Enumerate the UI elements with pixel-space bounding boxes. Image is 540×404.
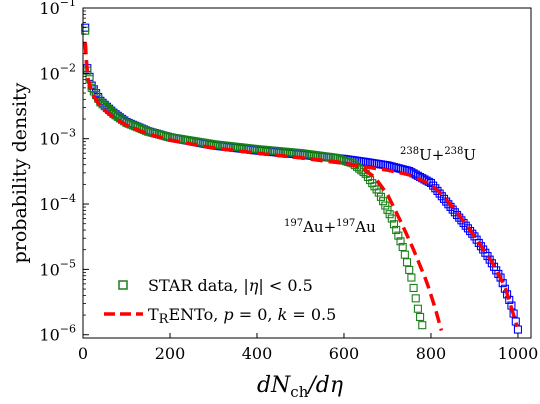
x-tick-label: 1000 xyxy=(498,344,539,363)
trento-line-AuAu xyxy=(83,42,444,331)
data-point xyxy=(413,304,422,313)
data-point xyxy=(400,250,409,259)
legend-marker-square xyxy=(118,280,128,290)
y-tick-label: 10−5 xyxy=(39,257,76,279)
data-point xyxy=(392,225,401,234)
data-point xyxy=(418,321,427,330)
x-tick-label: 400 xyxy=(242,344,273,363)
data-point xyxy=(396,237,405,246)
data-point xyxy=(405,265,414,274)
x-tick-label: 0 xyxy=(78,344,88,363)
data-point xyxy=(463,224,472,233)
legend-label-star: STAR data, |η| < 0.5 xyxy=(148,276,313,295)
data-point xyxy=(409,283,418,292)
y-axis-label: probability density xyxy=(9,82,31,263)
data-point xyxy=(461,221,470,230)
data-point xyxy=(376,192,385,201)
data-point xyxy=(407,273,416,282)
y-axis: 10−6 10−5 10−4 10−3 10−2 10−1 xyxy=(39,0,89,345)
trento-series-layer xyxy=(83,42,519,331)
data-point xyxy=(385,210,394,219)
data-point xyxy=(416,312,425,322)
x-tick-label: 600 xyxy=(329,344,360,363)
annotation-auau: 197Au+197Au xyxy=(284,218,376,236)
x-axis-label: dNch/dη xyxy=(257,373,343,401)
data-point xyxy=(394,231,403,240)
annotation-uu: 238U+238U xyxy=(400,146,476,164)
y-tick-label: 10−1 xyxy=(39,0,76,18)
data-point xyxy=(402,258,412,267)
y-tick-label: 10−2 xyxy=(39,61,76,83)
data-point xyxy=(468,229,477,238)
data-point xyxy=(429,181,438,190)
x-tick-label: 200 xyxy=(155,344,186,363)
data-point xyxy=(389,220,399,229)
data-point xyxy=(433,186,442,195)
data-point xyxy=(379,197,388,206)
data-point xyxy=(383,205,392,214)
x-axis: 0 200 400 600 800 1000 xyxy=(78,333,538,363)
data-point xyxy=(387,214,396,223)
data-point xyxy=(381,201,390,210)
legend-label-trento: TRENTo, p = 0, k = 0.5 xyxy=(148,305,336,327)
legend: STAR data, |η| < 0.5 TRENTo, p = 0, k = … xyxy=(104,276,336,327)
y-tick-label: 10−3 xyxy=(39,127,76,149)
data-point xyxy=(374,188,383,197)
data-point xyxy=(435,189,444,198)
data-point xyxy=(411,294,420,303)
x-tick-label: 800 xyxy=(416,344,447,363)
y-tick-label: 10−6 xyxy=(39,323,76,345)
data-point xyxy=(398,242,407,252)
data-point xyxy=(431,184,440,193)
y-tick-label: 10−4 xyxy=(39,192,76,214)
